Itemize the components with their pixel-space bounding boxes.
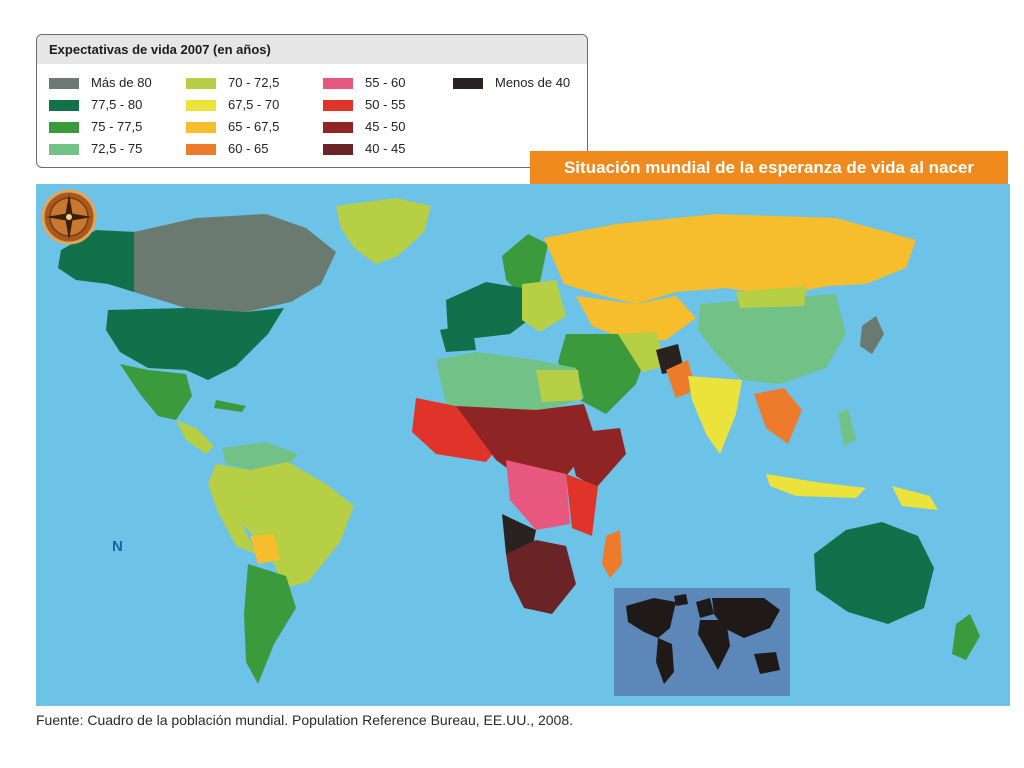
region-east-africa xyxy=(566,474,598,536)
region-central-asia xyxy=(576,296,696,340)
region-horn-of-africa xyxy=(566,428,626,488)
legend-swatch xyxy=(186,78,216,89)
region-japan xyxy=(860,316,884,354)
legend-label: 50 - 55 xyxy=(365,97,406,112)
legend-label: 45 - 50 xyxy=(365,119,406,134)
legend-label: Menos de 40 xyxy=(495,75,571,90)
inset-world-map xyxy=(614,588,790,696)
region-andes xyxy=(208,464,256,554)
region-russia xyxy=(544,214,916,304)
region-egypt xyxy=(536,370,582,402)
map-legend: Expectativas de vida 2007 (en años) Más … xyxy=(36,34,588,168)
region-iberia xyxy=(440,324,476,352)
region-scandinavia xyxy=(502,234,548,294)
legend-label: 40 - 45 xyxy=(365,141,406,156)
legend-swatch xyxy=(186,122,216,133)
region-china xyxy=(698,294,846,384)
region-caribbean xyxy=(214,400,246,412)
region-argentina-chile xyxy=(244,564,296,684)
region-brazil xyxy=(242,462,354,588)
inset-map-svg xyxy=(626,594,780,684)
legend-swatch xyxy=(49,144,79,155)
legend-label: 75 - 77,5 xyxy=(91,119,143,134)
region-new-guinea xyxy=(892,486,938,510)
legend-swatch xyxy=(49,78,79,89)
legend-label: 65 - 67,5 xyxy=(228,119,280,134)
region-madagascar xyxy=(602,530,622,578)
legend-label: 70 - 72,5 xyxy=(228,75,280,90)
source-note: Fuente: Cuadro de la población mundial. … xyxy=(36,712,574,728)
region-southern-africa xyxy=(506,540,576,614)
region-pakistan xyxy=(666,360,696,398)
legend-swatch xyxy=(323,100,353,111)
legend-swatch xyxy=(186,144,216,155)
region-mongolia xyxy=(736,286,806,308)
region-venezuela-guianas xyxy=(222,442,298,470)
legend-label: 60 - 65 xyxy=(228,141,269,156)
region-mexico xyxy=(120,364,192,420)
legend-swatch xyxy=(453,78,483,89)
region-australia xyxy=(814,522,934,624)
legend-label: 67,5 - 70 xyxy=(228,97,280,112)
legend-swatch xyxy=(186,100,216,111)
region-alaska xyxy=(58,230,136,292)
region-india xyxy=(688,376,742,454)
legend-label: 55 - 60 xyxy=(365,75,406,90)
compass-north-label: N xyxy=(112,538,123,555)
map-title: Situación mundial de la esperanza de vid… xyxy=(530,151,1008,184)
legend-swatch xyxy=(49,100,79,111)
legend-swatch xyxy=(49,122,79,133)
legend-swatch xyxy=(323,78,353,89)
region-iran xyxy=(618,332,666,372)
region-bolivia xyxy=(250,534,280,564)
region-western-europe xyxy=(446,282,534,338)
region-central-america xyxy=(176,420,214,454)
region-canada xyxy=(134,214,336,312)
region-usa xyxy=(106,308,284,380)
region-eastern-europe xyxy=(522,280,566,332)
region-se-asia xyxy=(754,388,802,444)
legend-label: 77,5 - 80 xyxy=(91,97,143,112)
world-map-svg xyxy=(58,198,980,684)
legend-swatch xyxy=(323,122,353,133)
legend-swatch xyxy=(323,144,353,155)
compass-rose-icon xyxy=(41,189,97,245)
region-philippines xyxy=(838,408,856,446)
region-indonesia xyxy=(766,474,866,498)
region-greenland xyxy=(336,198,431,264)
legend-title: Expectativas de vida 2007 (en años) xyxy=(37,35,587,64)
region-new-zealand xyxy=(952,614,980,660)
region-sahel xyxy=(456,404,596,482)
world-map: N xyxy=(36,184,1010,706)
legend-label: 72,5 - 75 xyxy=(91,141,143,156)
region-congo xyxy=(506,460,570,530)
legend-label: Más de 80 xyxy=(91,75,152,90)
